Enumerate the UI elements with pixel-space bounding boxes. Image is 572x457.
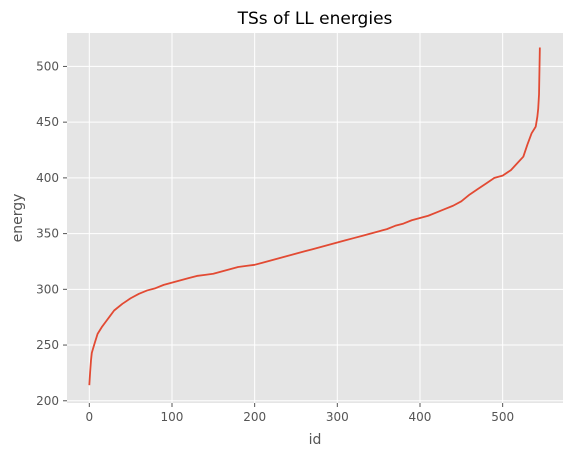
chart-title: TSs of LL energies [237, 9, 393, 29]
y-tick-label: 450 [36, 115, 59, 129]
x-tick-label: 100 [161, 410, 184, 424]
y-tick-label: 350 [36, 227, 59, 241]
x-axis-label: id [309, 432, 322, 448]
plot-area [67, 33, 563, 403]
x-tick-label: 400 [409, 410, 432, 424]
y-tick-label: 250 [36, 338, 59, 352]
y-tick-label: 400 [36, 171, 59, 185]
x-tick-label: 500 [491, 410, 514, 424]
x-axis-ticks: 0 100 200 300 400 500 [85, 403, 514, 424]
x-tick-label: 0 [85, 410, 93, 424]
x-tick-label: 300 [326, 410, 349, 424]
x-tick-label: 200 [243, 410, 266, 424]
y-tick-label: 500 [36, 59, 59, 73]
y-axis-ticks: 200 250 300 350 400 450 500 [36, 59, 67, 407]
y-tick-label: 300 [36, 282, 59, 296]
y-axis-label: energy [10, 194, 26, 243]
y-tick-label: 200 [36, 394, 59, 408]
